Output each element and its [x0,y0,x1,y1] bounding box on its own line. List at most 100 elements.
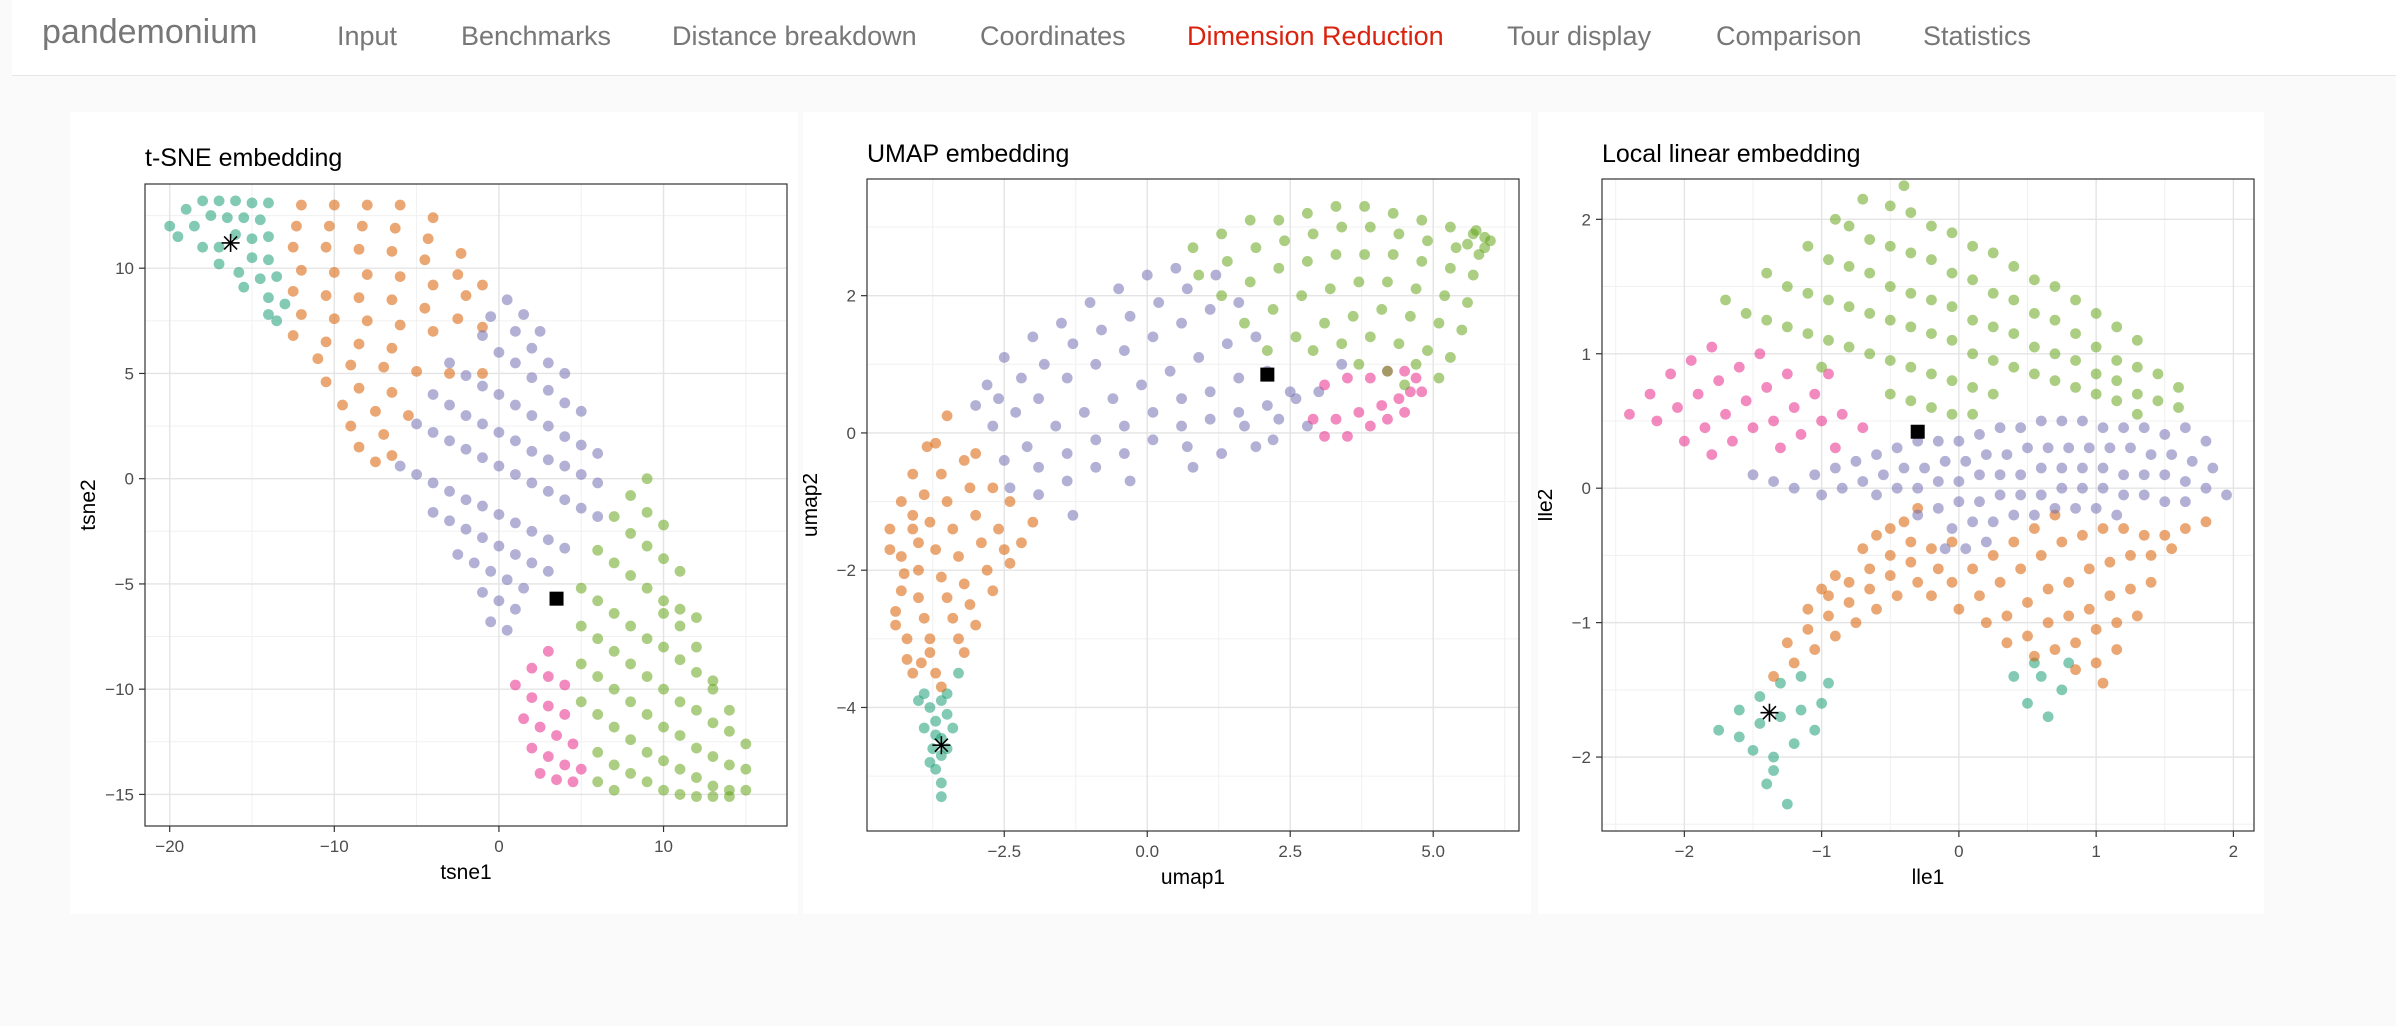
data-point [1090,461,1102,473]
data-point [1364,221,1376,233]
data-point [1781,798,1793,810]
data-point [509,435,521,447]
data-point [353,338,365,350]
lle-panel-border [1601,178,2255,832]
data-point [2118,523,2129,534]
data-point [1946,536,1958,548]
data-point [2070,664,2081,676]
tab-distance-breakdown[interactable]: Distance breakdown [672,21,917,51]
data-point [1147,434,1159,446]
data-point [1720,408,1731,420]
data-point [263,197,274,209]
data-point [2104,442,2116,454]
lle-green-cluster [1720,180,2184,420]
data-point [2090,308,2102,319]
data-point [608,721,620,733]
data-point [625,620,637,632]
x-tick-label: 2.5 [1278,842,1302,861]
y-tick-label: −5 [115,575,134,594]
data-point [1027,331,1039,343]
data-point [1967,381,1979,393]
data-point [1912,482,1924,494]
data-point [1843,220,1855,232]
data-point [509,357,521,369]
data-point [1781,368,1793,380]
data-point [361,199,373,211]
app-brand[interactable]: pandemonium [42,13,258,51]
data-point [386,386,398,398]
tab-statistics[interactable]: Statistics [1923,21,2032,51]
data-point [1221,255,1233,267]
data-point [658,519,669,531]
data-point [452,549,464,560]
data-point [1795,429,1807,440]
data-point [1816,415,1828,427]
data-point [509,603,521,615]
data-point [2145,576,2157,588]
data-point [2028,341,2040,353]
data-point [987,585,999,597]
data-point [1747,744,1759,756]
tab-tour-display[interactable]: Tour display [1507,21,1652,51]
data-point [205,210,217,221]
data-point [1382,413,1393,425]
tab-coordinates[interactable]: Coordinates [980,21,1126,51]
data-point [723,704,735,716]
data-point [691,791,702,802]
umap-gridlines [867,179,1519,831]
lle-gridlines [1602,179,2254,831]
data-point [2097,677,2109,689]
data-point [1864,348,1876,360]
data-point [930,544,942,556]
data-point [1960,455,1972,467]
data-point [1932,502,1944,514]
x-tick-label: 5.0 [1421,842,1445,861]
data-point [1891,482,1903,494]
data-point [1301,207,1313,219]
data-point [998,544,1010,556]
data-point [1912,576,1924,588]
data-point [1250,331,1262,343]
data-point [477,452,488,464]
tab-dimension-reduction[interactable]: Dimension Reduction [1187,21,1444,51]
data-point [592,776,604,788]
tab-input[interactable]: Input [337,21,398,51]
tab-benchmarks[interactable]: Benchmarks [461,21,612,51]
data-point [1802,287,1814,299]
data-point [361,269,373,280]
data-point [691,772,702,783]
data-point [1994,422,2006,434]
data-point [271,315,283,327]
data-point [993,393,1004,405]
data-point [1038,358,1050,370]
data-point [1823,294,1834,306]
data-point [1850,455,1862,467]
data-point [1829,462,1841,474]
data-point [898,568,910,580]
data-point [1823,254,1834,266]
tab-comparison[interactable]: Comparison [1716,21,1862,51]
data-point [1795,671,1807,682]
data-point [291,220,302,232]
data-point [964,599,976,610]
umap-plot-area [867,179,1519,831]
data-point [658,608,669,619]
data-point [658,755,669,767]
square-marker [1910,424,1925,439]
data-point [592,709,604,720]
data-point [493,460,505,472]
data-point [444,357,455,369]
data-point [1871,603,1882,615]
data-point [411,418,423,430]
data-point [493,346,505,358]
data-point [1946,227,1958,239]
data-point [559,397,571,409]
data-point [1994,469,2006,481]
data-point [345,359,357,371]
data-point [2111,355,2123,366]
data-point [2145,449,2157,460]
data-point [608,645,620,657]
data-point [559,460,571,472]
data-point [1067,509,1079,521]
data-point [1342,430,1353,442]
